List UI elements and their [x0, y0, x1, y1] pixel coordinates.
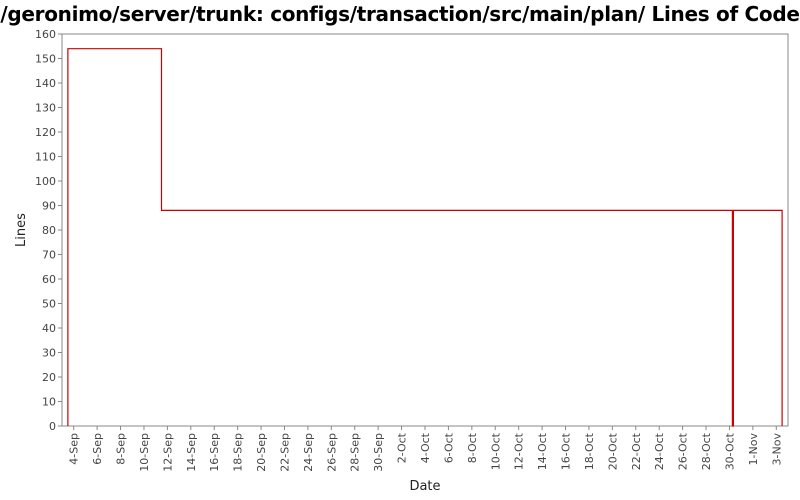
x-tick-label: 6-Oct: [442, 432, 455, 463]
x-tick-label: 2-Oct: [396, 432, 409, 463]
x-tick-label: 28-Sep: [349, 433, 362, 472]
y-tick-label: 90: [42, 200, 56, 213]
x-tick-label: 26-Oct: [677, 432, 690, 470]
y-tick-label: 0: [49, 420, 56, 433]
y-tick-label: 110: [35, 151, 56, 164]
y-tick-label: 150: [35, 53, 56, 66]
y-tick-label: 60: [42, 273, 56, 286]
x-tick-label: 14-Oct: [536, 432, 549, 470]
y-tick-label: 20: [42, 371, 56, 384]
x-tick-label: 30-Sep: [372, 433, 385, 472]
x-tick-label: 22-Sep: [278, 433, 291, 472]
x-tick-label: 12-Sep: [161, 433, 174, 472]
y-tick-label: 50: [42, 298, 56, 311]
y-tick-label: 140: [35, 77, 56, 90]
x-tick-label: 18-Sep: [232, 433, 245, 472]
x-tick-label: 10-Oct: [489, 432, 502, 470]
x-tick-label: 24-Sep: [302, 433, 315, 472]
x-tick-label: 30-Oct: [723, 432, 736, 470]
y-tick-label: 160: [35, 28, 56, 41]
x-tick-label: 20-Sep: [255, 433, 268, 472]
x-tick-label: 12-Oct: [513, 432, 526, 470]
y-tick-label: 120: [35, 126, 56, 139]
x-tick-label: 8-Sep: [115, 433, 128, 465]
x-tick-label: 4-Sep: [68, 433, 81, 465]
x-tick-label: 22-Oct: [630, 432, 643, 470]
x-tick-label: 26-Sep: [325, 433, 338, 472]
x-tick-label: 16-Oct: [560, 432, 573, 470]
y-axis-title: Lines: [14, 213, 29, 247]
plot-area: [61, 33, 789, 427]
x-axis-title: Date: [409, 479, 440, 494]
y-tick-label: 100: [35, 175, 56, 188]
x-tick-label: 28-Oct: [700, 432, 713, 470]
y-tick-label: 80: [42, 224, 56, 237]
x-tick-label: 24-Oct: [653, 432, 666, 470]
x-tick-label: 1-Nov: [747, 433, 760, 466]
y-tick-label: 130: [35, 102, 56, 115]
x-tick-label: 18-Oct: [583, 432, 596, 470]
y-tick-label: 70: [42, 249, 56, 262]
series-line: [67, 48, 783, 427]
x-tick-label: 10-Sep: [138, 433, 151, 472]
y-tick-label: 40: [42, 322, 56, 335]
y-tick-label: 30: [42, 347, 56, 360]
x-tick-label: 20-Oct: [606, 432, 619, 470]
x-tick-label: 14-Sep: [185, 433, 198, 472]
x-tick-label: 8-Oct: [466, 432, 479, 463]
x-tick-label: 16-Sep: [208, 433, 221, 472]
y-axis: 0 10 20 30 40 50 60 70 80 90 100 110 120 130 140 150 160: [35, 28, 62, 433]
x-tick-label: 6-Sep: [91, 433, 104, 465]
x-tick-label: 3-Nov: [770, 433, 783, 466]
y-tick-label: 10: [42, 396, 56, 409]
series-group: [67, 48, 783, 427]
x-tick-label: 4-Oct: [419, 432, 432, 463]
x-axis: 4-Sep 6-Sep 8-Sep 10-Sep 12-Sep 14-Sep 16-Sep 1…: [68, 426, 783, 472]
chart-title: /geronimo/server/trunk: configs/transact…: [0, 2, 800, 26]
